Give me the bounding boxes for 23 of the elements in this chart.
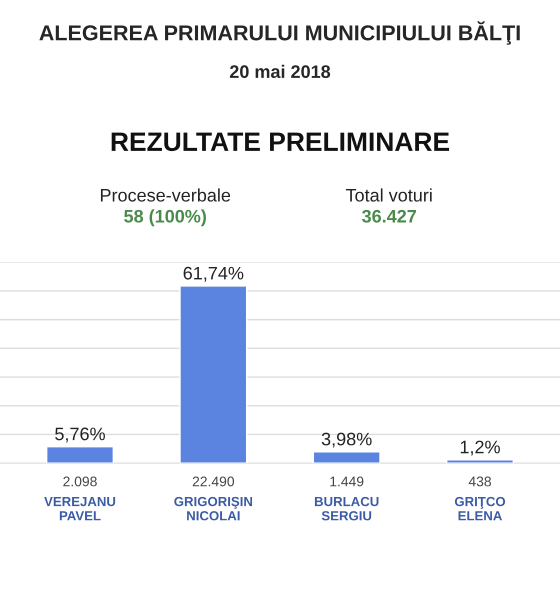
text: 2.098	[63, 476, 97, 486]
data-label: 1,2%	[460, 440, 500, 456]
text: 22.490	[192, 476, 234, 486]
text: REZULTATE PRELIMINARE	[112, 132, 450, 152]
x-tick-label: GRIŢCO ELENA	[454, 496, 506, 520]
x-tick-label: GRIGORIŞIN NICOLAI	[174, 496, 252, 520]
data-label: 61,74%	[184, 266, 244, 282]
text: Procese-verbale	[100, 188, 230, 202]
text: 1.449	[330, 476, 364, 486]
bar	[46, 446, 114, 464]
bar	[446, 459, 514, 464]
bar	[312, 451, 381, 464]
data-label: 5,76%	[55, 428, 105, 442]
x-tick-label: VEREJANU PAVEL	[44, 497, 116, 520]
text: 36.427	[362, 210, 416, 223]
text: 58 (100%)	[124, 209, 206, 226]
data-label: 3,98%	[322, 432, 372, 448]
text: 438	[468, 476, 491, 486]
x-tick-label: BURLACU SERGIU	[314, 496, 378, 520]
text: Total voturi	[346, 188, 432, 202]
bar	[179, 285, 248, 464]
chart-subtitle: 20 mai 2018	[230, 64, 330, 78]
chart-title: ALEGEREA PRIMARULUI MUNICIPIULUI BĂLŢI	[39, 21, 520, 45]
